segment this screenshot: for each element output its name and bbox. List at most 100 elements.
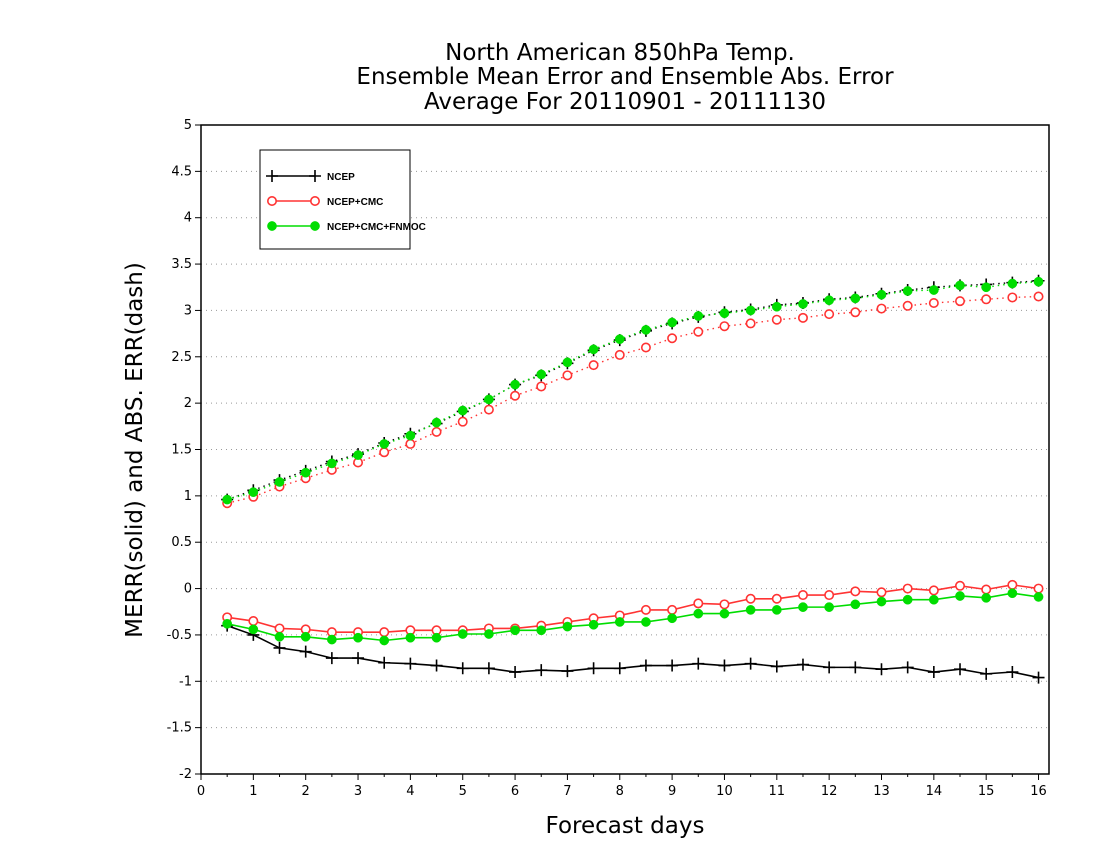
merr-point [562, 621, 573, 632]
merr-point [639, 659, 652, 672]
x-tick-label: 2 [302, 784, 310, 799]
merr-point [613, 662, 626, 675]
abs-err-point [1007, 278, 1018, 289]
legend: NCEP NCEP+CMC NCEP+CMC+FNMOC [259, 149, 426, 250]
abs-err-point [771, 314, 782, 325]
merr-point [824, 590, 835, 601]
merr-point [745, 605, 756, 615]
merr-point [641, 617, 651, 627]
merr-point [693, 598, 704, 609]
abs-err-point [928, 285, 939, 295]
x-tick-label: 7 [563, 784, 571, 799]
merr-point [718, 659, 731, 672]
abs-err-point [850, 293, 861, 304]
abs-err-point [771, 301, 782, 312]
merr-point [955, 580, 966, 591]
merr-point [1033, 583, 1044, 594]
merr-point [561, 665, 574, 678]
merr-point [876, 596, 887, 607]
y-tick-label: 0 [184, 582, 192, 597]
legend-marker [310, 221, 320, 231]
y-tick-label: -1.5 [167, 721, 192, 736]
merr-point [1007, 579, 1018, 590]
merr-point [353, 632, 363, 643]
legend-label: NCEP+CMC [327, 197, 383, 208]
merr-point [955, 591, 965, 601]
merr-point [273, 641, 286, 654]
x-tick-label: 6 [511, 784, 519, 799]
abs-err-point [562, 370, 573, 381]
legend-marker [266, 196, 277, 207]
abs-err-point [719, 308, 730, 319]
abs-err-point [981, 294, 992, 305]
merr-point [379, 627, 390, 638]
merr-point [693, 608, 704, 619]
abs-err-point [902, 286, 913, 296]
merr-point [770, 660, 783, 673]
abs-err-point [1007, 292, 1018, 303]
merr-point [274, 631, 285, 642]
merr-point [744, 657, 757, 670]
merr-line [226, 624, 1039, 679]
x-tick-label: 12 [821, 784, 838, 799]
abs-err-point [248, 487, 259, 497]
merr-point [510, 625, 520, 636]
merr-point [327, 634, 337, 645]
x-tick-label: 11 [769, 784, 786, 799]
merr-point [509, 666, 522, 679]
merr-point [745, 593, 756, 604]
merr-point [771, 605, 782, 615]
merr-point [536, 625, 547, 636]
abs-err-point [510, 390, 521, 401]
chart-title-line-1: North American 850hPa Temp. [445, 40, 795, 66]
merr-line [227, 592, 1039, 642]
merr-point [248, 616, 259, 627]
abs-err-point [876, 303, 887, 314]
merr-point [876, 587, 887, 598]
abs-err-point [457, 416, 468, 427]
abs-err-point [353, 450, 363, 460]
abs-err-point [405, 438, 416, 449]
abs-err-point [719, 321, 730, 332]
merr-point [248, 624, 259, 635]
legend-marker [266, 170, 278, 182]
abs-err-point [222, 494, 233, 505]
series-layer [221, 274, 1045, 684]
legend-marker [267, 221, 277, 231]
x-tick-label: 3 [354, 784, 362, 799]
merr-point [484, 629, 494, 639]
merr-point [692, 657, 705, 670]
abs-err-point [876, 289, 887, 300]
abs-err-point [327, 458, 337, 469]
merr-point [1033, 592, 1044, 602]
x-tick-label: 13 [873, 784, 890, 799]
x-tick-label: 10 [716, 784, 733, 799]
merr-point [274, 623, 285, 634]
abs-err-point [693, 311, 704, 321]
merr-point [482, 662, 495, 675]
series-ncep [221, 274, 1045, 684]
abs-err-point [483, 404, 494, 415]
x-tick-label: 4 [406, 784, 414, 799]
y-tick-label: 4 [184, 211, 192, 226]
merr-point [954, 663, 967, 676]
y-axis: -2 -1.5 -1 -0.5 0 0.5 1 1.5 2 2.5 3 3.5 4 4.5 5 [167, 118, 201, 782]
abs-err-point [798, 299, 808, 309]
merr-point [430, 659, 443, 672]
legend-marker [309, 196, 320, 207]
merr-point [614, 617, 625, 627]
legend-marker [309, 170, 321, 182]
merr-point [849, 661, 862, 674]
x-tick-label: 15 [978, 784, 995, 799]
merr-point [796, 658, 809, 671]
y-tick-label: 2.5 [171, 350, 192, 365]
abs-err-point [562, 357, 573, 368]
merr-point [980, 667, 993, 680]
y-tick-label: 3 [184, 303, 192, 318]
merr-point [404, 657, 417, 670]
abs-err-point [981, 282, 992, 293]
y-tick-label: 0.5 [171, 535, 192, 550]
chart-title: North American 850hPa Temp. Ensemble Mea… [356, 40, 894, 115]
x-axis: 0 1 2 3 4 5 6 7 8 9 10 11 12 13 14 15 16 [197, 774, 1047, 799]
